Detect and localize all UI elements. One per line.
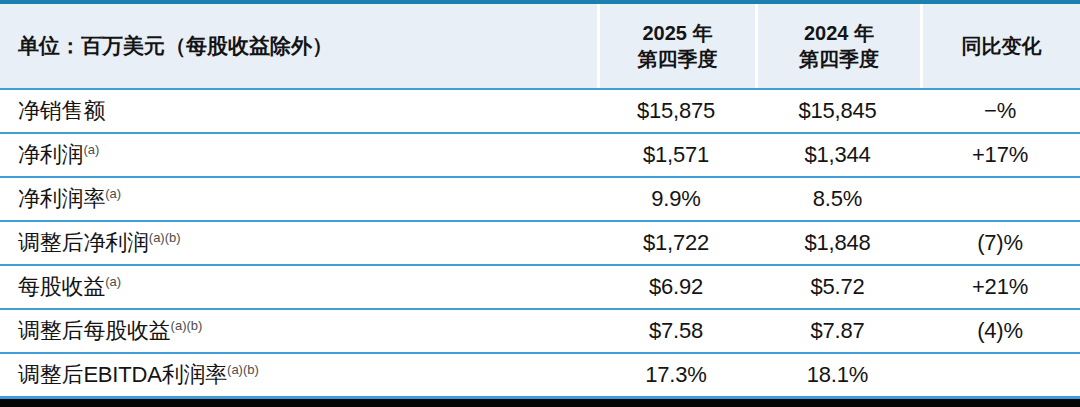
unit-label-text: 单位：百万美元（每股收益除外） bbox=[18, 33, 333, 59]
footnote-marker: (a)(b) bbox=[227, 362, 259, 377]
row-label-text: 调整后每股收益 bbox=[18, 316, 171, 346]
value-q4-2024: $5.72 bbox=[755, 266, 920, 308]
value-yoy-change bbox=[920, 354, 1080, 396]
header-yoy-change: 同比变化 bbox=[920, 4, 1080, 88]
header-q4-2024-line1: 2024 年 bbox=[804, 20, 874, 46]
row-label: 净利润 (a) bbox=[0, 134, 597, 176]
value-q4-2025: $6.92 bbox=[597, 266, 755, 308]
table-row: 调整后每股收益 (a)(b) $7.58 $7.87 (4)% bbox=[0, 308, 1080, 352]
value-q4-2025: $7.58 bbox=[597, 310, 755, 352]
value-yoy-change: (7)% bbox=[920, 222, 1080, 264]
row-label: 净利润率 (a) bbox=[0, 178, 597, 220]
table-row: 净利润 (a) $1,571 $1,344 +17% bbox=[0, 132, 1080, 176]
value-q4-2024: $7.87 bbox=[755, 310, 920, 352]
row-label-text: 调整后净利润 bbox=[18, 228, 149, 258]
row-label-text: 调整后EBITDA利润率 bbox=[18, 360, 227, 390]
row-label-text: 净利润 bbox=[18, 140, 83, 170]
value-yoy-change: (4)% bbox=[920, 310, 1080, 352]
footnote-marker: (a) bbox=[105, 274, 121, 289]
value-yoy-change bbox=[920, 178, 1080, 220]
value-q4-2025: $15,875 bbox=[597, 90, 755, 132]
header-q4-2025: 2025 年 第四季度 bbox=[597, 4, 755, 88]
table-row: 净销售额 $15,875 $15,845 −% bbox=[0, 88, 1080, 132]
table-row: 调整后净利润 (a)(b) $1,722 $1,848 (7)% bbox=[0, 220, 1080, 264]
value-q4-2025: $1,722 bbox=[597, 222, 755, 264]
row-label: 调整后净利润 (a)(b) bbox=[0, 222, 597, 264]
header-unit-label: 单位：百万美元（每股收益除外） bbox=[0, 4, 597, 88]
header-q4-2025-line1: 2025 年 bbox=[642, 20, 712, 46]
header-q4-2024-line2: 第四季度 bbox=[799, 46, 879, 72]
row-label: 每股收益 (a) bbox=[0, 266, 597, 308]
value-q4-2024: $1,848 bbox=[755, 222, 920, 264]
row-label: 净销售额 bbox=[0, 90, 597, 132]
footnote-marker: (a) bbox=[105, 186, 121, 201]
value-q4-2025: 17.3% bbox=[597, 354, 755, 396]
value-q4-2024: 18.1% bbox=[755, 354, 920, 396]
value-q4-2025: $1,571 bbox=[597, 134, 755, 176]
value-q4-2024: 8.5% bbox=[755, 178, 920, 220]
row-label-text: 净销售额 bbox=[18, 96, 105, 126]
financial-results-table: 单位：百万美元（每股收益除外） 2025 年 第四季度 2024 年 第四季度 … bbox=[0, 0, 1080, 407]
table-row: 净利润率 (a) 9.9% 8.5% bbox=[0, 176, 1080, 220]
value-yoy-change: +21% bbox=[920, 266, 1080, 308]
table-row: 调整后EBITDA利润率 (a)(b) 17.3% 18.1% bbox=[0, 352, 1080, 396]
table-header-row: 单位：百万美元（每股收益除外） 2025 年 第四季度 2024 年 第四季度 … bbox=[0, 4, 1080, 88]
table-row: 每股收益 (a) $6.92 $5.72 +21% bbox=[0, 264, 1080, 308]
header-q4-2024: 2024 年 第四季度 bbox=[755, 4, 920, 88]
value-q4-2024: $1,344 bbox=[755, 134, 920, 176]
header-q4-2025-line2: 第四季度 bbox=[638, 46, 718, 72]
value-q4-2024: $15,845 bbox=[755, 90, 920, 132]
row-label-text: 净利润率 bbox=[18, 184, 105, 214]
value-yoy-change: +17% bbox=[920, 134, 1080, 176]
footnote-marker: (a)(b) bbox=[171, 318, 203, 333]
footnote-marker: (a)(b) bbox=[149, 230, 181, 245]
header-yoy-change-text: 同比变化 bbox=[962, 33, 1042, 59]
row-label: 调整后EBITDA利润率 (a)(b) bbox=[0, 354, 597, 396]
footnote-marker: (a) bbox=[83, 142, 99, 157]
value-q4-2025: 9.9% bbox=[597, 178, 755, 220]
table-bottom-bar bbox=[0, 399, 1080, 407]
row-label: 调整后每股收益 (a)(b) bbox=[0, 310, 597, 352]
value-yoy-change: −% bbox=[920, 90, 1080, 132]
row-label-text: 每股收益 bbox=[18, 272, 105, 302]
